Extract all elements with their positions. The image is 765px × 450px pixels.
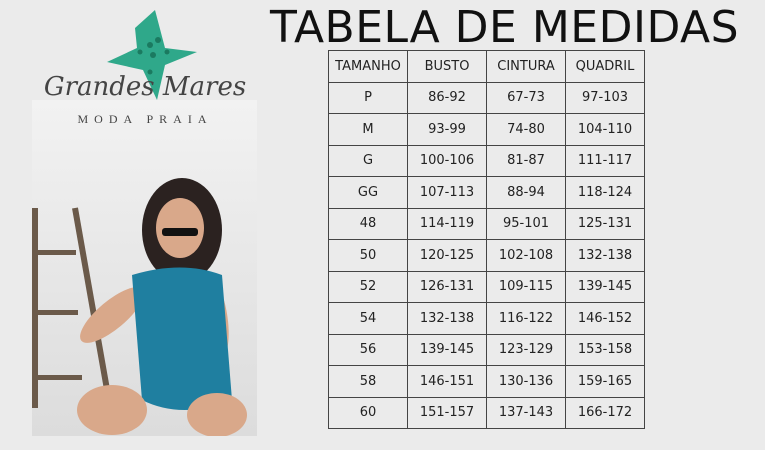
table-cell: 137-143: [486, 396, 566, 429]
table-cell: 118-124: [565, 176, 645, 209]
table-cell: 159-165: [565, 365, 645, 398]
table-cell: 146-152: [565, 302, 645, 335]
table-cell: 86-92: [407, 81, 487, 114]
table-cell: 120-125: [407, 239, 487, 272]
table-cell: 139-145: [565, 270, 645, 303]
table-cell: 132-138: [407, 302, 487, 335]
header-cell: QUADRIL: [565, 50, 645, 83]
header-cell: CINTURA: [486, 50, 566, 83]
size-table: TAMANHO BUSTO CINTURA QUADRIL P 86-92 67-7…: [328, 50, 645, 429]
table-cell: P: [328, 81, 408, 114]
model-photo: [32, 100, 257, 436]
page-title: TABELA DE MEDIDAS: [270, 2, 740, 53]
table-row: 60 151-157 137-143 166-172: [328, 396, 645, 429]
table-cell: 102-108: [486, 239, 566, 272]
table-cell: 107-113: [407, 176, 487, 209]
table-cell: 95-101: [486, 207, 566, 240]
table-row: 54 132-138 116-122 146-152: [328, 302, 645, 335]
table-row: 56 139-145 123-129 153-158: [328, 333, 645, 366]
table-cell: M: [328, 113, 408, 146]
table-cell: 56: [328, 333, 408, 366]
table-cell: 139-145: [407, 333, 487, 366]
table-cell: 116-122: [486, 302, 566, 335]
table-cell: 114-119: [407, 207, 487, 240]
table-cell: 52: [328, 270, 408, 303]
table-cell: 111-117: [565, 144, 645, 177]
table-cell: 125-131: [565, 207, 645, 240]
header-cell: TAMANHO: [328, 50, 408, 83]
table-cell: 153-158: [565, 333, 645, 366]
table-cell: 104-110: [565, 113, 645, 146]
table-cell: 58: [328, 365, 408, 398]
header-cell: BUSTO: [407, 50, 487, 83]
table-cell: GG: [328, 176, 408, 209]
table-cell: G: [328, 144, 408, 177]
table-row: 50 120-125 102-108 132-138: [328, 239, 645, 272]
table-cell: 97-103: [565, 81, 645, 114]
table-cell: 50: [328, 239, 408, 272]
starfish-logo-icon: [107, 10, 197, 100]
table-cell: 60: [328, 396, 408, 429]
table-row: G 100-106 81-87 111-117: [328, 144, 645, 177]
table-cell: 81-87: [486, 144, 566, 177]
table-cell: 88-94: [486, 176, 566, 209]
table-row: 52 126-131 109-115 139-145: [328, 270, 645, 303]
table-cell: 132-138: [565, 239, 645, 272]
table-cell: 146-151: [407, 365, 487, 398]
table-row: 58 146-151 130-136 159-165: [328, 365, 645, 398]
table-cell: 166-172: [565, 396, 645, 429]
table-header-row: TAMANHO BUSTO CINTURA QUADRIL: [328, 50, 645, 83]
table-cell: 74-80: [486, 113, 566, 146]
table-cell: 93-99: [407, 113, 487, 146]
table-row: M 93-99 74-80 104-110: [328, 113, 645, 146]
table-cell: 67-73: [486, 81, 566, 114]
table-cell: 123-129: [486, 333, 566, 366]
table-row: 48 114-119 95-101 125-131: [328, 207, 645, 240]
brand-name: Grandes Mares: [43, 72, 247, 102]
brand-tagline: MODA PRAIA: [77, 112, 213, 126]
table-cell: 126-131: [407, 270, 487, 303]
table-cell: 151-157: [407, 396, 487, 429]
table-cell: 130-136: [486, 365, 566, 398]
table-row: P 86-92 67-73 97-103: [328, 81, 645, 114]
table-cell: 100-106: [407, 144, 487, 177]
table-cell: 109-115: [486, 270, 566, 303]
table-row: GG 107-113 88-94 118-124: [328, 176, 645, 209]
table-cell: 48: [328, 207, 408, 240]
table-cell: 54: [328, 302, 408, 335]
